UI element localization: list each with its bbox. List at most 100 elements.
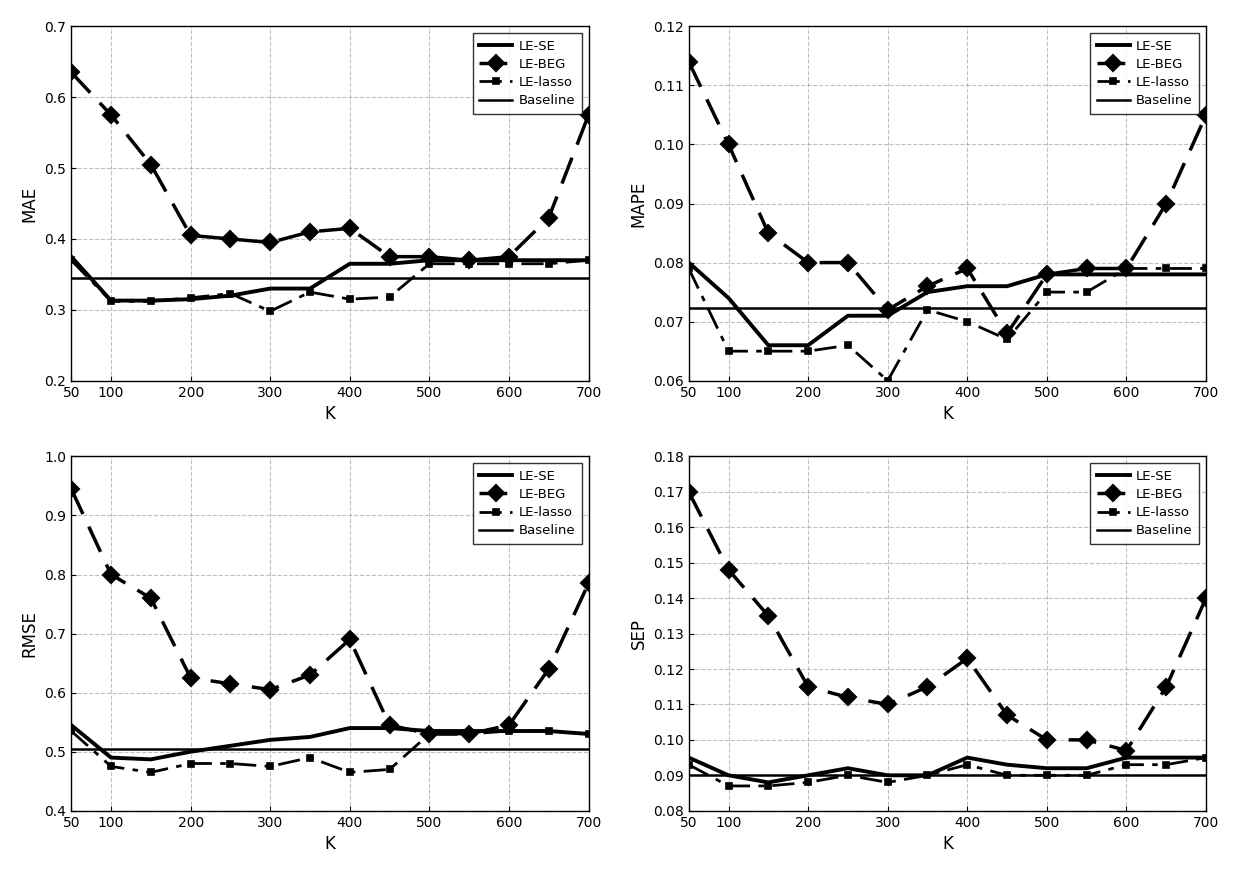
- LE-lasso: [342, 767, 357, 778]
- LE-BEG: [184, 673, 198, 683]
- LE-BEG: [422, 252, 436, 262]
- LE-lasso: [1079, 770, 1094, 780]
- LE-SE: [681, 257, 696, 267]
- LE-SE: [920, 770, 935, 780]
- LE-BEG: [880, 304, 895, 315]
- LE-SE: [342, 723, 357, 733]
- LE-BEG: [1039, 735, 1054, 746]
- LE-lasso: [303, 753, 317, 763]
- LE-SE: [542, 255, 557, 266]
- LE-BEG: [1199, 593, 1214, 603]
- LE-SE: [63, 720, 78, 731]
- LE-lasso: [1118, 760, 1133, 770]
- X-axis label: K: K: [325, 836, 335, 853]
- LE-BEG: [801, 682, 816, 692]
- LE-BEG: [104, 569, 119, 579]
- LE-BEG: [104, 109, 119, 120]
- LE-lasso: [801, 777, 816, 787]
- LE-BEG: [801, 257, 816, 267]
- LE-lasso: [960, 316, 975, 327]
- LE-BEG: [1039, 269, 1054, 280]
- X-axis label: K: K: [942, 406, 952, 423]
- LE-lasso: [342, 294, 357, 304]
- Line: LE-BEG: LE-BEG: [683, 486, 1211, 756]
- LE-SE: [1199, 753, 1214, 763]
- LE-lasso: [63, 255, 78, 266]
- Legend: LE-SE, LE-BEG, LE-lasso, Baseline: LE-SE, LE-BEG, LE-lasso, Baseline: [1090, 463, 1199, 544]
- LE-lasso: [841, 340, 856, 350]
- LE-SE: [1199, 269, 1214, 280]
- LE-lasso: [999, 770, 1014, 780]
- LE-SE: [761, 340, 776, 350]
- LE-BEG: [920, 682, 935, 692]
- Baseline: [25, 744, 40, 754]
- LE-lasso: [582, 729, 596, 739]
- LE-SE: [104, 753, 119, 763]
- Line: LE-BEG: LE-BEG: [66, 483, 594, 739]
- LE-BEG: [582, 578, 596, 588]
- LE-lasso: [1199, 753, 1214, 763]
- LE-BEG: [501, 720, 516, 731]
- Baseline: [642, 770, 657, 780]
- LE-BEG: [920, 281, 935, 291]
- LE-BEG: [1079, 263, 1094, 274]
- LE-SE: [960, 281, 975, 291]
- Legend: LE-SE, LE-BEG, LE-lasso, Baseline: LE-SE, LE-BEG, LE-lasso, Baseline: [472, 463, 582, 544]
- LE-SE: [223, 290, 238, 301]
- Line: LE-lasso: LE-lasso: [68, 257, 591, 315]
- LE-lasso: [1039, 287, 1054, 297]
- LE-SE: [461, 725, 476, 736]
- LE-lasso: [542, 259, 557, 269]
- Baseline: [24, 273, 38, 283]
- LE-BEG: [960, 653, 975, 663]
- LE-lasso: [681, 263, 696, 274]
- LE-BEG: [303, 669, 317, 680]
- LE-SE: [582, 255, 596, 266]
- LE-BEG: [263, 684, 278, 695]
- LE-lasso: [144, 767, 159, 778]
- Line: LE-SE: LE-SE: [71, 257, 589, 301]
- LE-SE: [144, 295, 159, 306]
- LE-SE: [184, 294, 198, 304]
- LE-lasso: [422, 729, 436, 739]
- LE-BEG: [461, 729, 476, 739]
- LE-BEG: [999, 710, 1014, 720]
- LE-SE: [422, 725, 436, 736]
- Baseline: [641, 770, 656, 780]
- Baseline: [25, 273, 40, 283]
- LE-BEG: [63, 67, 78, 78]
- LE-lasso: [104, 296, 119, 307]
- LE-SE: [582, 729, 596, 739]
- LE-SE: [303, 283, 317, 294]
- Baseline: [642, 302, 657, 313]
- Line: LE-lasso: LE-lasso: [686, 265, 1209, 385]
- LE-BEG: [841, 692, 856, 703]
- LE-BEG: [681, 57, 696, 67]
- LE-BEG: [382, 720, 397, 731]
- Y-axis label: RMSE: RMSE: [21, 610, 38, 657]
- LE-SE: [303, 732, 317, 742]
- LE-BEG: [960, 263, 975, 274]
- LE-BEG: [144, 159, 159, 170]
- Baseline: [641, 302, 656, 313]
- LE-lasso: [461, 259, 476, 269]
- LE-lasso: [104, 761, 119, 772]
- LE-lasso: [223, 759, 238, 769]
- LE-lasso: [841, 770, 856, 780]
- LE-lasso: [722, 346, 737, 357]
- LE-SE: [104, 295, 119, 306]
- LE-BEG: [582, 109, 596, 120]
- LE-SE: [63, 252, 78, 262]
- LE-BEG: [761, 228, 776, 239]
- LE-BEG: [223, 678, 238, 689]
- LE-SE: [223, 740, 238, 751]
- LE-BEG: [880, 699, 895, 710]
- LE-lasso: [422, 259, 436, 269]
- LE-SE: [422, 255, 436, 266]
- LE-BEG: [342, 223, 357, 233]
- LE-lasso: [184, 293, 198, 303]
- LE-SE: [342, 259, 357, 269]
- LE-SE: [263, 735, 278, 746]
- Line: LE-SE: LE-SE: [688, 262, 1207, 345]
- LE-BEG: [1159, 682, 1174, 692]
